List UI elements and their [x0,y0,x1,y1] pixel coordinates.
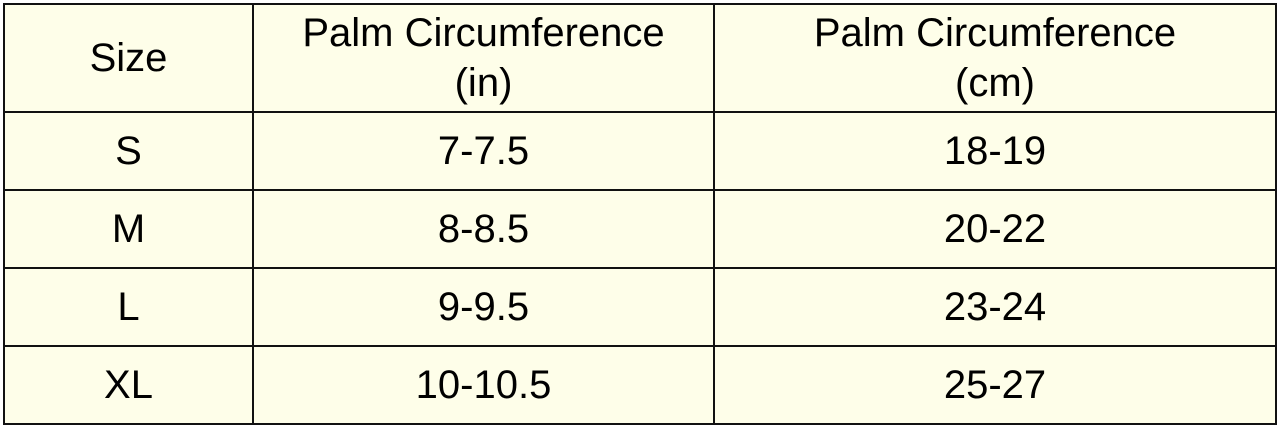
table-cell: 25-27 [713,345,1277,425]
table-cell: 8-8.5 [252,189,715,269]
table-cell: L [3,267,254,347]
header-text: Palm Circumference (in) [302,11,665,105]
table-cell: 9-9.5 [252,267,715,347]
table-cell: M [3,189,254,269]
table-row: L 9-9.5 23-24 [3,267,1277,347]
table-cell: XL [3,345,254,425]
header-cell: Palm Circumference (cm) [713,3,1277,113]
header-row: Size Palm Circumference (in) Palm Circumfe… [3,3,1277,113]
table-cell: 18-19 [713,111,1277,191]
size-table: Size Palm Circumference (in) Palm Circumfe… [3,3,1277,425]
size-chart: Size Palm Circumference (in) Palm Circumfe… [3,3,1277,425]
header-text: Size [89,36,168,80]
table-cell: 20-22 [713,189,1277,269]
table-cell: 10-10.5 [252,345,715,425]
header-cell: Palm Circumference (in) [252,3,715,113]
table-cell: 7-7.5 [252,111,715,191]
table-row: XL 10-10.5 25-27 [3,345,1277,425]
table-row: S 7-7.5 18-19 [3,111,1277,191]
table-cell: S [3,111,254,191]
table-cell: 23-24 [713,267,1277,347]
header-text: Palm Circumference (cm) [813,11,1177,105]
table-row: M 8-8.5 20-22 [3,189,1277,269]
header-cell: Size [3,3,254,113]
table-body: S 7-7.5 18-19 M 8-8.5 20-22 L 9-9.5 23-24 XL 10-10… [3,111,1277,425]
